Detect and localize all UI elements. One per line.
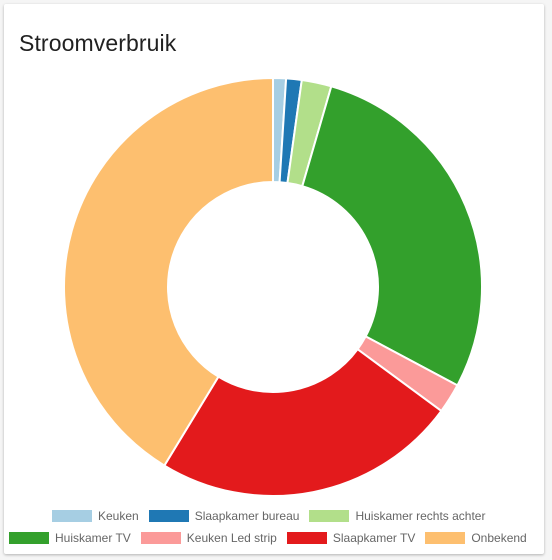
legend-label: Keuken <box>98 509 139 523</box>
legend-swatch <box>309 510 350 522</box>
donut-slice-huiskamer-tv[interactable] <box>301 85 483 387</box>
legend-item-huiskamer-rechts-achter[interactable]: Huiskamer rechts achter <box>309 509 485 523</box>
card-title: Stroomverbruik <box>19 30 177 56</box>
legend-label: Huiskamer rechts achter <box>355 509 486 523</box>
legend-swatch <box>148 510 189 522</box>
legend-swatch <box>52 510 92 522</box>
legend-item-keuken-led-strip[interactable]: Keuken Led strip <box>140 531 277 545</box>
legend-item-keuken[interactable]: Keuken <box>52 509 139 523</box>
legend-swatch <box>286 532 327 544</box>
chart-card: Stroomverbruik Keuken Slaapkamer bureau … <box>4 4 544 554</box>
legend-label: Huiskamer TV <box>55 531 131 545</box>
legend-label: Slaapkamer bureau <box>194 509 300 523</box>
legend-item-slaapkamer-tv[interactable]: Slaapkamer TV <box>286 531 416 545</box>
legend-label: Keuken Led strip <box>186 531 277 545</box>
legend-swatch <box>140 532 181 544</box>
donut-chart <box>63 76 483 497</box>
legend-item-slaapkamer-bureau[interactable]: Slaapkamer bureau <box>148 509 300 523</box>
legend-label: Slaapkamer TV <box>332 531 416 545</box>
legend-item-onbekend[interactable]: Onbekend <box>425 531 527 545</box>
legend-row: Huiskamer TV Keuken Led strip Slaapkamer… <box>9 531 527 545</box>
legend-swatch <box>425 532 466 544</box>
donut-slice-slaapkamer-tv[interactable] <box>162 347 443 497</box>
legend-item-huiskamer-tv[interactable]: Huiskamer TV <box>9 531 131 545</box>
donut-slice-onbekend[interactable] <box>63 76 274 467</box>
legend-label: Onbekend <box>471 531 527 545</box>
legend-swatch <box>9 532 49 544</box>
legend-row: Keuken Slaapkamer bureau Huiskamer recht… <box>52 509 485 523</box>
